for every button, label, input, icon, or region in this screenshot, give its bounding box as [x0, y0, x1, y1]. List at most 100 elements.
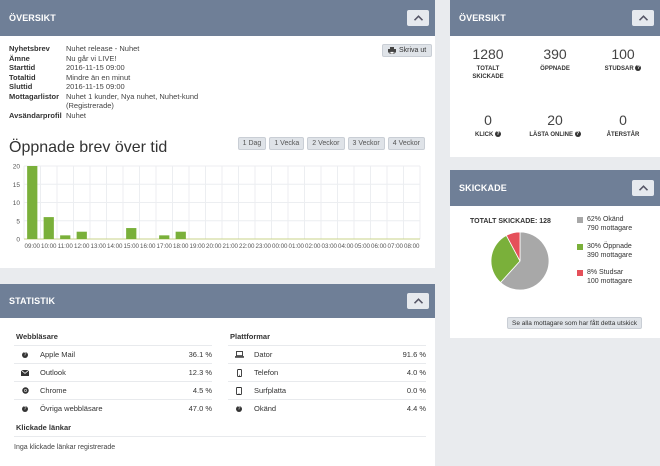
range-button-3-weeks[interactable]: 3 Veckor	[347, 137, 385, 150]
range-button-1-week[interactable]: 1 Vecka	[269, 137, 305, 150]
collapse-sent-button[interactable]	[632, 180, 654, 196]
stat-label: KLICK ?	[448, 131, 528, 139]
browser-label: Apple Mail	[40, 350, 76, 359]
clicked-links-empty: Inga klickade länkar registrerade	[14, 436, 426, 451]
browser-value: 47.0 %	[188, 404, 212, 413]
x-tick-label: 19:00	[190, 243, 206, 250]
x-tick-label: 03:00	[322, 243, 338, 250]
y-tick-label: 5	[16, 218, 20, 225]
detail-value: Nuhet 1 kunder, Nya nuhet, Nuhet-kund (Re…	[66, 92, 198, 111]
range-button-2-weeks[interactable]: 2 Veckor	[307, 137, 345, 150]
x-tick-label: 16:00	[140, 243, 156, 250]
legend-count: 790 mottagare	[587, 225, 633, 232]
stat-bounces: 100 STUDSAR ?	[583, 46, 660, 73]
browser-value: 4.5 %	[192, 386, 212, 395]
clicked-links-heading: Klickade länkar	[16, 423, 72, 432]
x-tick-label: 06:00	[371, 243, 387, 250]
collapse-summary-button[interactable]	[632, 10, 654, 26]
platform-label: Surfplatta	[254, 386, 287, 395]
range-button-1-day[interactable]: 1 Dag	[237, 137, 267, 150]
x-tick-label: 00:00	[272, 243, 288, 250]
chevron-up-icon	[638, 15, 648, 21]
x-tick-label: 12:00	[74, 243, 90, 250]
detail-label: Avsändarprofil	[9, 110, 62, 120]
x-tick-label: 20:00	[206, 243, 222, 250]
platform-value: 91.6 %	[402, 350, 426, 359]
summary-header: ÖVERSIKT	[450, 0, 660, 36]
platform-value: 0.0 %	[406, 386, 426, 395]
phone-icon	[236, 368, 242, 377]
browsers-heading: Webbläsare	[16, 332, 58, 341]
detail-value-line: Nuhet 1 kunder, Nya nuhet, Nuhet-kund	[66, 91, 199, 101]
stat-value: 1280	[472, 46, 504, 62]
stat-label-line: TOTALT	[476, 66, 500, 72]
detail-label: Totaltid	[9, 72, 36, 82]
stat-value: 390	[543, 46, 567, 62]
chart-title: Öppnade brev över tid	[9, 139, 168, 156]
stat-label-line: SKICKADE	[472, 74, 504, 80]
pie-slice	[505, 231, 521, 262]
browser-row: Chrome 4.5 %	[14, 381, 212, 399]
legend-percent: 8% Studsar	[587, 269, 624, 276]
legend-percent: 30% Öppnade	[587, 243, 632, 250]
detail-value: Mindre än en minut	[66, 72, 131, 82]
detail-label: Ämne	[9, 53, 30, 63]
detail-value: 2016-11-15 09:00	[66, 63, 125, 72]
help-icon[interactable]: ?	[635, 65, 642, 72]
detail-row: Starttid 2016-11-15 09:00	[9, 63, 309, 73]
detail-value: 2016-11-15 09:00	[66, 82, 125, 91]
detail-label: Starttid	[9, 63, 36, 72]
legend-swatch	[577, 217, 583, 223]
overview-header: ÖVERSIKT	[0, 0, 435, 36]
print-label: Skriva ut	[399, 47, 427, 54]
view-all-recipients-button[interactable]: Se alla mottagare som har fått detta uts…	[507, 317, 643, 329]
x-tick-label: 21:00	[223, 243, 239, 250]
stat-label: ÖPPNADE	[540, 66, 570, 72]
y-tick-label: 15	[13, 182, 21, 189]
help-icon[interactable]: ?	[574, 131, 581, 138]
collapse-statistics-button[interactable]	[407, 293, 429, 309]
collapse-overview-button[interactable]	[407, 10, 429, 26]
x-tick-label: 13:00	[91, 243, 107, 250]
x-tick-label: 15:00	[124, 243, 140, 250]
chart-bar	[76, 231, 87, 239]
platform-row: Dator 91.6 %	[228, 345, 426, 363]
stat-remaining: 0 ÅTERSTÅR	[583, 112, 660, 139]
y-tick-label: 0	[16, 237, 20, 244]
browser-label: Outlook	[40, 368, 66, 377]
legend-percent: 62% Okänd	[587, 216, 624, 223]
legend-swatch	[577, 244, 583, 250]
stat-label: TOTALT SKICKADE	[448, 65, 528, 81]
overview-title: ÖVERSIKT	[9, 13, 56, 23]
chart-bar	[175, 231, 186, 239]
pie-slice	[499, 231, 550, 291]
stat-label: ÅTERSTÅR	[606, 132, 640, 138]
stat-label: LÄSTA ONLINE ?	[515, 131, 595, 139]
range-selector: 1 Dag 1 Vecka 2 Veckor 3 Veckor 4 Veckor	[237, 137, 425, 150]
stat-value: 0	[484, 112, 492, 128]
platform-row: Telefon 4.0 %	[228, 363, 426, 381]
statistics-panel: STATISTIK	[0, 284, 435, 466]
range-button-4-weeks[interactable]: 4 Veckor	[387, 137, 425, 150]
platform-label: Okänd	[254, 404, 277, 413]
help-icon[interactable]: ?	[495, 131, 501, 138]
x-tick-label: 10:00	[41, 243, 57, 250]
stat-clicks: 0 KLICK ?	[448, 112, 528, 139]
legend-text: 30% Öppnade 390 mottagare	[587, 242, 632, 260]
sent-pie-chart	[490, 231, 550, 291]
printer-icon	[388, 47, 396, 54]
x-tick-label: 23:00	[256, 243, 272, 250]
x-tick-label: 18:00	[173, 243, 189, 250]
statistics-title: STATISTIK	[9, 296, 56, 306]
platform-row: Surfplatta 0.0 %	[228, 381, 426, 399]
detail-row: Mottagarlistor Nuhet 1 kunder, Nya nuhet,…	[9, 92, 309, 111]
x-tick-label: 22:00	[239, 243, 255, 250]
legend-bounces: 8% Studsar 100 mottagare	[577, 268, 632, 286]
detail-value: Nu går vi LIVE!	[66, 53, 117, 63]
platform-value: 4.0 %	[406, 368, 426, 377]
sent-header: SKICKADE	[450, 170, 660, 206]
detail-label: Sluttid	[9, 82, 33, 91]
stat-label-text: STUDSAR	[604, 66, 634, 72]
summary-title: ÖVERSIKT	[459, 13, 506, 23]
print-button[interactable]: Skriva ut	[382, 44, 433, 57]
